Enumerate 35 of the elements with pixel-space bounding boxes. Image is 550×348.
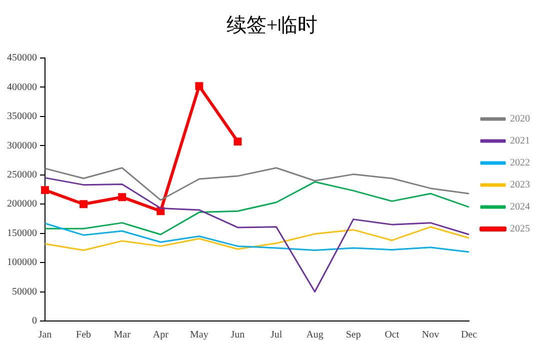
chart-title: 续签+临时 — [226, 14, 318, 36]
x-tick-label: Mar — [114, 330, 132, 341]
x-tick-label: Jun — [230, 330, 245, 341]
y-tick-label: 200000 — [7, 198, 37, 210]
y-tick-label: 350000 — [7, 111, 37, 122]
point — [156, 207, 165, 216]
point — [80, 200, 88, 208]
x-tick-label: May — [190, 330, 208, 341]
y-tick-label: 400000 — [7, 82, 37, 93]
point — [195, 82, 204, 90]
x-tick-label: Aug — [306, 330, 324, 341]
x-tick-label: Nov — [422, 330, 440, 341]
y-tick-label: 450000 — [7, 52, 37, 64]
x-tick-label: Feb — [76, 330, 92, 341]
x-tick-label: Dec — [460, 330, 478, 341]
point — [234, 138, 242, 146]
point — [41, 186, 49, 194]
x-tick-label: Apr — [152, 330, 170, 341]
legend-label: 2021 — [510, 136, 530, 147]
x-tick-label: Jan — [38, 330, 52, 341]
x-tick-label: Oct — [384, 330, 400, 341]
y-tick-label: 100000 — [7, 257, 37, 268]
y-tick-label: 50000 — [12, 286, 37, 298]
y-tick-label: 250000 — [7, 170, 37, 181]
legend-label: 2025 — [510, 224, 530, 235]
point — [118, 193, 126, 202]
x-tick-label: Sep — [346, 330, 361, 341]
legend-label: 2023 — [510, 180, 530, 191]
y-tick-label: 150000 — [7, 228, 37, 239]
legend-label: 2024 — [510, 202, 530, 213]
legend-label: 2022 — [510, 158, 530, 169]
y-tick-label: 300000 — [7, 140, 37, 152]
y-tick-label: 0 — [32, 316, 37, 327]
legend-label: 2020 — [510, 114, 530, 125]
x-tick-label: Jul — [270, 330, 282, 341]
